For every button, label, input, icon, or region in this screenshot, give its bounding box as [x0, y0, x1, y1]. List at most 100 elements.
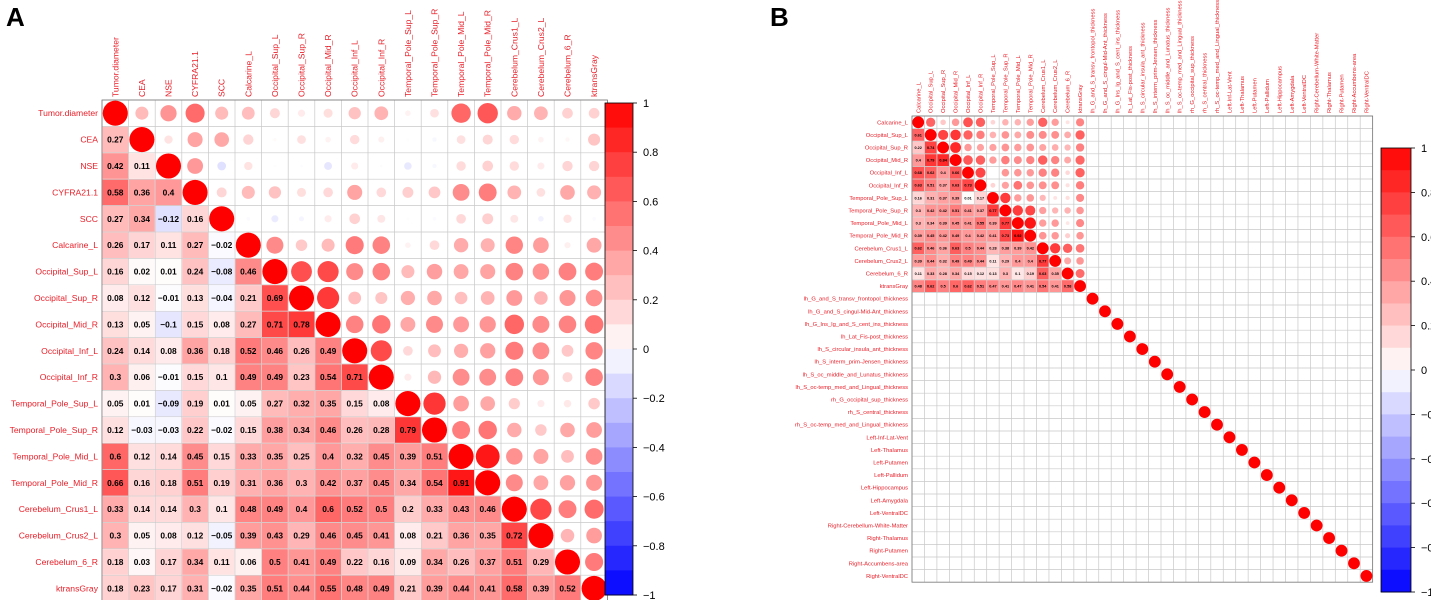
matrix-a-cell-fill [262, 470, 288, 496]
matrix-a-coefficient-label: 0.14 [134, 504, 151, 514]
matrix-a-cell-fill [341, 496, 368, 522]
matrix-b-circle-mark [1310, 519, 1323, 532]
matrix-b-circle-mark [1036, 242, 1049, 255]
matrix-a-circle-mark [374, 106, 389, 121]
matrix-a-coefficient-label: 0.52 [240, 346, 257, 356]
matrix-a-circle-mark [298, 216, 305, 222]
matrix-b-coefficient-label: 0.46 [927, 247, 934, 251]
matrix-a-coefficient-label: 0.05 [134, 531, 151, 541]
matrix-a-cell-fill [182, 206, 208, 232]
matrix-b-colorbar-tick-label: 0.2 [1421, 321, 1431, 333]
matrix-b-circle-mark [1064, 257, 1072, 265]
matrix-a-circle-mark [480, 343, 496, 359]
matrix-b-coefficient-label: 0.77 [1039, 259, 1046, 263]
matrix-a-coefficient-label: 0.32 [347, 451, 364, 461]
matrix-b-row-label: Right-Thalamus [867, 536, 908, 542]
matrix-b-circle-mark [1026, 194, 1035, 202]
matrix-a-coefficient-label: 0.6 [322, 504, 334, 514]
matrix-a-colorbar-segment [605, 496, 633, 522]
matrix-b-colorbar-tick-label: −1 [1421, 587, 1431, 599]
matrix-b-column-label: Right-Thalamus [1327, 72, 1333, 113]
matrix-b-coefficient-label: 0.4 [1015, 259, 1021, 263]
matrix-b-circle-mark [1026, 181, 1035, 190]
matrix-a-cell-fill [208, 522, 235, 549]
matrix-a-circle-mark [296, 187, 307, 197]
matrix-a-circle-mark [317, 261, 339, 283]
matrix-a-coefficient-label: 0.48 [347, 583, 364, 593]
matrix-a-coefficient-label: 0.35 [480, 531, 497, 541]
matrix-b-cell-fill [924, 280, 937, 292]
matrix-a-coefficient-label: −0.01 [158, 372, 180, 382]
matrix-a-coefficient-label: 0.51 [187, 478, 204, 488]
matrix-b-coefficient-label: 0.68 [915, 171, 922, 175]
matrix-a-coefficient-label: 0.36 [453, 531, 470, 541]
matrix-b-cell-fill [962, 204, 974, 217]
matrix-a-cell-fill [395, 522, 421, 549]
matrix-a-coefficient-label: 0.01 [134, 399, 151, 409]
matrix-a-cell-fill [235, 311, 262, 338]
matrix-b-cell-fill [962, 267, 974, 280]
matrix-a-circle-mark [562, 160, 573, 172]
matrix-a-circle-mark [372, 236, 391, 254]
matrix-b-coefficient-label: 0.63 [952, 247, 959, 251]
matrix-b-circle-mark [951, 118, 960, 127]
matrix-a-cell-fill [129, 258, 155, 285]
matrix-b-column-label: Left-VentralDC [1302, 75, 1308, 113]
matrix-a-coefficient-label: 0.69 [267, 293, 284, 303]
matrix-b-circle-mark [976, 130, 985, 140]
matrix-b-circle-mark [1024, 229, 1037, 242]
matrix-a-colorbar-segment [605, 103, 633, 129]
matrix-a-circle-mark [452, 368, 470, 386]
matrix-a-circle-mark [565, 137, 570, 142]
matrix-b-circle-mark [912, 116, 925, 129]
matrix-a-circle-mark [402, 186, 414, 198]
matrix-a-circle-mark [507, 185, 522, 200]
matrix-b-circle-mark [1161, 368, 1174, 381]
matrix-a-coefficient-label: −0.04 [211, 293, 233, 303]
matrix-b-circle-mark [1014, 194, 1022, 202]
matrix-a-circle-mark [297, 135, 306, 144]
matrix-a-circle-mark [501, 496, 527, 522]
matrix-a-column-label: NSE [164, 79, 174, 97]
matrix-b-column-label: rh_S_oc-temp_med_and_Lingual_thickness [1215, 0, 1221, 113]
matrix-b-circle-mark [963, 130, 973, 140]
matrix-a-colorbar-tick-label: 0.6 [643, 196, 658, 208]
matrix-a-circle-mark [480, 264, 496, 280]
matrix-a-circle-mark [533, 237, 549, 254]
matrix-b-circle-mark [1198, 406, 1211, 419]
matrix-a-cell-fill [182, 417, 208, 443]
matrix-b-row-label: Temporal_Pole_Sup_L [849, 196, 908, 202]
matrix-a-cell-fill [155, 549, 182, 575]
matrix-a-colorbar-segment [605, 349, 633, 375]
matrix-a-coefficient-label: 0.01 [160, 267, 177, 277]
matrix-a-circle-mark [375, 291, 388, 305]
matrix-b-coefficient-label: 0.41 [964, 221, 971, 225]
matrix-b-cell-fill [999, 242, 1012, 255]
matrix-b-circle-mark [950, 129, 961, 141]
matrix-b-circle-mark [987, 191, 999, 204]
matrix-b-column-label: Left-Hippocampus [1277, 66, 1283, 113]
matrix-a-coefficient-label: 0.12 [107, 425, 124, 435]
matrix-b-coefficient-label: 0.49 [952, 259, 959, 263]
matrix-b-colorbar-tick-label: 0.6 [1421, 232, 1431, 244]
matrix-a-cell-fill [129, 522, 155, 549]
matrix-b-coefficient-label: 0.73 [1002, 234, 1009, 238]
matrix-a-coefficient-label: 0.39 [400, 451, 417, 461]
matrix-a-coefficient-label: 0.27 [240, 319, 257, 329]
matrix-a-circle-mark [273, 137, 277, 142]
matrix-a-coefficient-label: 0.15 [187, 319, 204, 329]
matrix-a-cell-fill [341, 390, 368, 417]
matrix-a-coefficient-label: 0.27 [107, 214, 124, 224]
matrix-b-cell-fill [974, 255, 987, 267]
matrix-a-coefficient-label: 0.08 [160, 531, 177, 541]
matrix-b-coefficient-label: 0.49 [952, 234, 959, 238]
matrix-a-coefficient-label: 0.06 [240, 557, 257, 567]
matrix-b-circle-mark [1076, 257, 1084, 265]
matrix-b-coefficient-label: 0.34 [927, 221, 935, 225]
matrix-a-colorbar-tick-label: −0.8 [643, 541, 665, 553]
matrix-a-circle-mark [401, 265, 415, 279]
matrix-b-coefficient-label: 0.47 [989, 284, 996, 288]
matrix-b-column-label: Left-Putamen [1252, 78, 1258, 113]
matrix-a-coefficient-label: 0.14 [160, 504, 177, 514]
matrix-a-cell-fill [341, 575, 368, 602]
